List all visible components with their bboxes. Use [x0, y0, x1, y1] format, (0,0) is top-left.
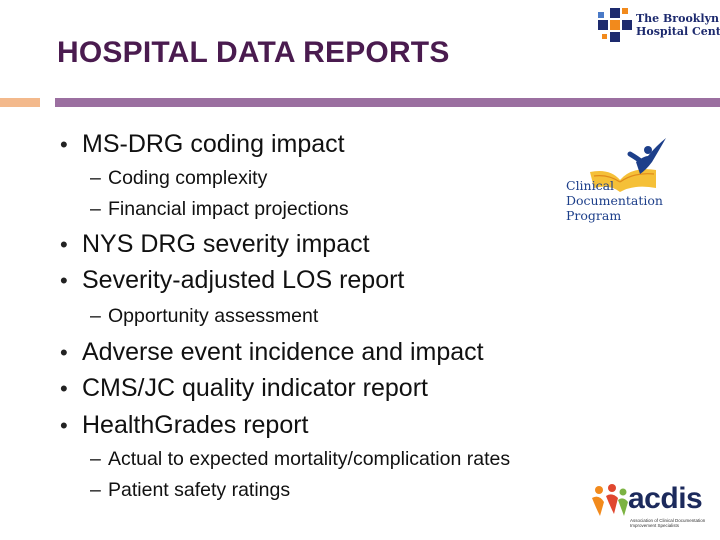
- bullet-dot-icon: •: [60, 268, 68, 293]
- bullet-dot-icon: •: [60, 132, 68, 157]
- bullet-text: HealthGrades report: [82, 411, 309, 439]
- bullet-item: • NYS DRG severity impact: [60, 230, 370, 259]
- cdp-logo-line3: Program: [566, 208, 622, 223]
- accent-bar-purple: [55, 98, 720, 107]
- sub-bullet-item: – Financial impact projections: [90, 198, 349, 221]
- brooklyn-logo-line1: The Brooklyn: [636, 12, 719, 25]
- sub-bullet-text: Actual to expected mortality/complicatio…: [108, 448, 511, 470]
- brooklyn-logo-line2: Hospital Center: [636, 25, 720, 38]
- bullet-text: Severity-adjusted LOS report: [82, 266, 405, 294]
- accent-bar-orange: [0, 98, 40, 107]
- bullet-text: Adverse event incidence and impact: [82, 338, 484, 366]
- bullet-dot-icon: •: [60, 376, 68, 401]
- sub-bullet-dash-icon: –: [90, 305, 101, 327]
- book-figure-icon: [590, 138, 666, 192]
- acdis-wordmark: acdis: [628, 482, 703, 515]
- sub-bullet-text: Coding complexity: [108, 167, 268, 189]
- brooklyn-hospital-logo: The Brooklyn Hospital Center: [596, 4, 720, 48]
- sub-bullet-dash-icon: –: [90, 167, 101, 189]
- sub-bullet-text: Opportunity assessment: [108, 305, 319, 327]
- sub-bullet-text: Financial impact projections: [108, 198, 349, 220]
- bullet-dot-icon: •: [60, 340, 68, 365]
- sub-bullet-dash-icon: –: [90, 448, 101, 470]
- slide-title: HOSPITAL DATA REPORTS: [57, 36, 450, 69]
- bullet-text: CMS/JC quality indicator report: [82, 374, 428, 402]
- bullet-item: • Severity-adjusted LOS report: [60, 266, 404, 295]
- bullet-item: • MS-DRG coding impact: [60, 130, 345, 159]
- clinical-documentation-program-logo: Clinical Documentation Program: [560, 138, 700, 232]
- bullet-item: • HealthGrades report: [60, 411, 309, 440]
- sub-bullet-item: – Coding complexity: [90, 167, 267, 190]
- sub-bullet-item: – Actual to expected mortality/complicati…: [90, 448, 510, 471]
- acdis-logo: acdis Association of Clinical Documentat…: [590, 478, 720, 536]
- sub-bullet-item: – Patient safety ratings: [90, 479, 290, 502]
- brooklyn-cross-icon: [598, 8, 632, 42]
- cdp-logo-text: Clinical Documentation Program: [566, 178, 663, 223]
- acdis-people-icon: [592, 484, 628, 516]
- bullet-text: NYS DRG severity impact: [82, 230, 370, 258]
- cdp-logo-line1: Clinical: [566, 178, 615, 193]
- sub-bullet-dash-icon: –: [90, 479, 101, 501]
- acdis-subtitle: Association of Clinical Documentation Im…: [630, 518, 706, 528]
- bullet-item: • CMS/JC quality indicator report: [60, 374, 428, 403]
- cdp-logo-line2: Documentation: [566, 193, 663, 208]
- brooklyn-logo-text: The Brooklyn Hospital Center: [636, 12, 720, 38]
- sub-bullet-text: Patient safety ratings: [108, 479, 291, 501]
- bullet-text: MS-DRG coding impact: [82, 130, 345, 158]
- bullet-dot-icon: •: [60, 232, 68, 257]
- bullet-item: • Adverse event incidence and impact: [60, 338, 484, 367]
- sub-bullet-item: – Opportunity assessment: [90, 305, 318, 328]
- bullet-dot-icon: •: [60, 413, 68, 438]
- sub-bullet-dash-icon: –: [90, 198, 101, 220]
